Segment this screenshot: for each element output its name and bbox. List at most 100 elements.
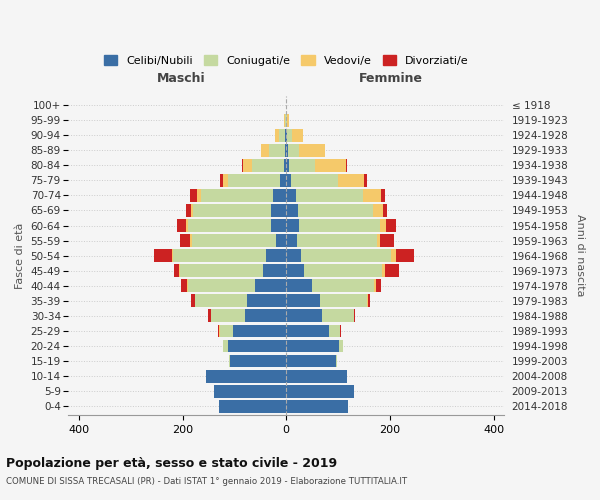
Bar bbox=[200, 189, 273, 202]
Bar bbox=[208, 310, 211, 322]
Bar bbox=[286, 370, 347, 382]
Bar bbox=[223, 340, 228, 352]
Bar bbox=[377, 234, 380, 247]
Bar bbox=[280, 174, 286, 187]
Bar bbox=[382, 264, 385, 277]
Bar bbox=[386, 219, 396, 232]
Bar bbox=[286, 324, 329, 338]
Bar bbox=[186, 204, 191, 217]
Bar bbox=[190, 234, 192, 247]
Bar bbox=[286, 234, 296, 247]
Bar bbox=[179, 264, 180, 277]
Bar bbox=[173, 250, 266, 262]
Y-axis label: Anni di nascita: Anni di nascita bbox=[575, 214, 585, 297]
Bar bbox=[339, 340, 343, 352]
Bar bbox=[296, 234, 377, 247]
Bar bbox=[296, 189, 363, 202]
Bar bbox=[233, 324, 286, 338]
Bar bbox=[301, 250, 391, 262]
Bar bbox=[320, 294, 367, 307]
Text: Femmine: Femmine bbox=[359, 72, 423, 85]
Text: Maschi: Maschi bbox=[157, 72, 206, 85]
Bar bbox=[253, 159, 284, 172]
Bar bbox=[191, 294, 196, 307]
Bar bbox=[292, 174, 338, 187]
Bar bbox=[271, 204, 286, 217]
Bar bbox=[286, 219, 299, 232]
Bar bbox=[192, 234, 276, 247]
Bar bbox=[177, 219, 186, 232]
Bar bbox=[187, 280, 188, 292]
Bar bbox=[247, 294, 286, 307]
Bar bbox=[193, 204, 271, 217]
Bar bbox=[271, 219, 286, 232]
Bar bbox=[154, 250, 172, 262]
Bar bbox=[340, 324, 341, 338]
Bar bbox=[218, 324, 220, 338]
Bar bbox=[180, 234, 190, 247]
Bar bbox=[368, 294, 370, 307]
Bar bbox=[346, 159, 347, 172]
Bar bbox=[286, 204, 298, 217]
Bar bbox=[299, 219, 380, 232]
Bar bbox=[373, 204, 383, 217]
Bar bbox=[276, 234, 286, 247]
Bar bbox=[374, 280, 376, 292]
Bar bbox=[367, 294, 368, 307]
Bar bbox=[230, 354, 286, 368]
Bar bbox=[363, 189, 381, 202]
Bar bbox=[284, 144, 286, 156]
Bar bbox=[286, 280, 312, 292]
Bar bbox=[380, 234, 394, 247]
Bar bbox=[266, 250, 286, 262]
Bar bbox=[228, 340, 286, 352]
Text: COMUNE DI SISSA TRECASALI (PR) - Dati ISTAT 1° gennaio 2019 - Elaborazione TUTTI: COMUNE DI SISSA TRECASALI (PR) - Dati IS… bbox=[6, 478, 407, 486]
Bar bbox=[228, 174, 280, 187]
Bar bbox=[391, 250, 395, 262]
Bar bbox=[173, 264, 179, 277]
Bar bbox=[312, 280, 374, 292]
Bar bbox=[289, 159, 315, 172]
Bar bbox=[338, 174, 364, 187]
Bar bbox=[304, 264, 382, 277]
Y-axis label: Fasce di età: Fasce di età bbox=[15, 222, 25, 289]
Bar bbox=[286, 264, 304, 277]
Bar bbox=[286, 310, 322, 322]
Bar bbox=[286, 340, 339, 352]
Bar bbox=[243, 159, 253, 172]
Bar bbox=[322, 310, 353, 322]
Bar bbox=[229, 354, 230, 368]
Bar bbox=[286, 400, 349, 412]
Bar bbox=[255, 280, 286, 292]
Bar bbox=[275, 129, 279, 141]
Bar bbox=[223, 174, 228, 187]
Bar bbox=[286, 250, 301, 262]
Bar bbox=[206, 370, 286, 382]
Bar bbox=[385, 264, 399, 277]
Bar bbox=[269, 144, 284, 156]
Bar bbox=[381, 189, 385, 202]
Bar bbox=[299, 144, 325, 156]
Bar bbox=[286, 144, 288, 156]
Bar bbox=[172, 250, 173, 262]
Bar bbox=[245, 310, 286, 322]
Bar bbox=[214, 385, 286, 398]
Bar bbox=[288, 144, 299, 156]
Bar bbox=[286, 114, 287, 126]
Bar bbox=[197, 189, 200, 202]
Bar bbox=[188, 219, 271, 232]
Bar bbox=[219, 400, 286, 412]
Bar bbox=[286, 129, 287, 141]
Bar bbox=[196, 294, 247, 307]
Bar bbox=[286, 174, 292, 187]
Bar bbox=[286, 385, 353, 398]
Bar bbox=[211, 310, 245, 322]
Bar bbox=[395, 250, 414, 262]
Bar bbox=[284, 159, 286, 172]
Bar bbox=[286, 189, 296, 202]
Bar bbox=[380, 219, 386, 232]
Bar bbox=[220, 174, 223, 187]
Bar bbox=[220, 324, 233, 338]
Bar bbox=[188, 280, 255, 292]
Bar bbox=[284, 114, 286, 126]
